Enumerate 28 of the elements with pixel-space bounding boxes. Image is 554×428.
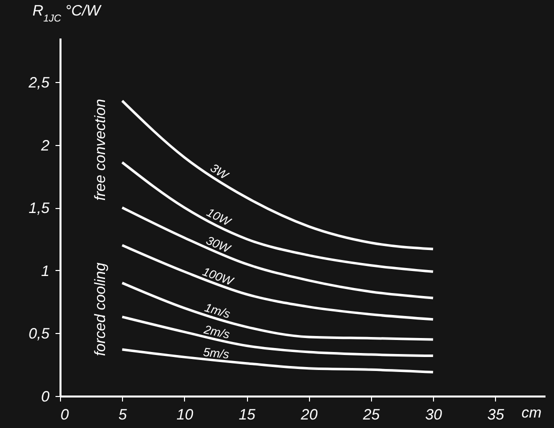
y-tick-label: 0 xyxy=(41,388,50,406)
x-tick-label: 25 xyxy=(362,406,380,424)
y-axis-title: R$_{1JC}$ °C/W xyxy=(32,2,102,24)
x-tick-label: 10 xyxy=(176,406,194,424)
annotation: free convection xyxy=(92,98,109,201)
y-tick-label: 2 xyxy=(40,137,50,154)
x-tick-label: 20 xyxy=(300,406,318,424)
x-tick-label: 0 xyxy=(60,406,70,424)
x-axis-title: cm xyxy=(522,404,542,422)
y-tick-label: 2,5 xyxy=(28,74,50,92)
text: 30W xyxy=(204,233,234,256)
x-tick-label: 35 xyxy=(487,406,505,424)
text: 100W xyxy=(200,264,237,289)
line-series xyxy=(120,348,434,374)
y-tick-label: 0,5 xyxy=(28,326,50,343)
text: 10W xyxy=(204,205,234,230)
text: 1m/s xyxy=(203,300,232,322)
y-tick-label: 1,5 xyxy=(28,200,50,218)
text: 2m/s xyxy=(202,322,232,342)
x-tick-label: 15 xyxy=(238,406,256,424)
text: 3W xyxy=(208,160,232,184)
y-tick-label: 1 xyxy=(41,262,50,280)
x-tick-label: 5 xyxy=(118,406,128,424)
x-tick-label: 30 xyxy=(425,406,443,424)
line-series xyxy=(120,100,434,250)
annotation: forced cooling xyxy=(92,262,109,356)
line-series xyxy=(120,206,434,300)
text: 5m/s xyxy=(202,344,230,362)
